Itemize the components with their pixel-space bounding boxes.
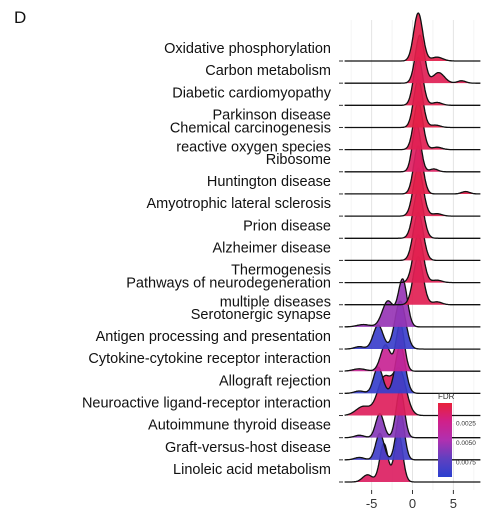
ridge-fill xyxy=(344,101,481,150)
panel-label: D xyxy=(14,8,27,27)
ridge-label: multiple diseases xyxy=(220,295,331,311)
ridge-fill xyxy=(344,145,481,194)
ridge-label: Amyotrophic lateral sclerosis xyxy=(146,196,331,212)
ridge-label: Serotonergic synapse xyxy=(191,307,331,323)
ridge-outline xyxy=(344,388,481,439)
ridge-outline xyxy=(344,12,481,62)
ridge-series xyxy=(344,56,481,106)
ridge-series xyxy=(344,344,481,395)
x-tick-label: 0 xyxy=(409,496,416,511)
ridge-series xyxy=(344,300,481,350)
ridge-label: Chemical carcinogenesis xyxy=(170,121,331,137)
ridge-label: Diabetic cardiomyopathy xyxy=(172,85,332,101)
ridge-outline xyxy=(344,56,481,106)
ridge-label: Oxidative phosphorylation xyxy=(164,41,331,57)
ridge-label: Carbon metabolism xyxy=(205,63,331,79)
ridge-series xyxy=(344,366,481,417)
ridge-label: Pathways of neurodegeneration xyxy=(126,276,331,292)
ridge-outline xyxy=(344,433,481,483)
ridge-outline xyxy=(344,300,481,350)
ridge-outline xyxy=(344,366,481,417)
ridge-series xyxy=(344,12,481,62)
ridge-label: Graft-versus-host disease xyxy=(165,440,331,456)
ridge-label: Cytokine-cytokine receptor interaction xyxy=(88,351,331,367)
ridge-label: Allograft rejection xyxy=(219,373,331,389)
ridge-outline xyxy=(344,34,481,84)
ridge-series xyxy=(344,411,481,461)
x-tick-label: 5 xyxy=(450,496,457,511)
ridge-fill xyxy=(344,389,481,438)
x-tick-label: -5 xyxy=(366,496,378,511)
legend-colorbar xyxy=(438,403,452,477)
ridge-fill xyxy=(344,35,481,84)
ridge-series xyxy=(344,145,481,195)
ridge-outline xyxy=(344,78,481,129)
ridge-outline xyxy=(344,411,481,461)
ridge-series xyxy=(344,278,481,328)
ridge-fill xyxy=(344,13,481,61)
ridge-fill xyxy=(344,301,481,350)
ridge-outline xyxy=(344,344,481,395)
ridge-series xyxy=(344,100,481,151)
ridge-fill xyxy=(344,367,481,416)
ridge-label: Thermogenesis xyxy=(231,263,331,279)
ridge-label: Huntington disease xyxy=(207,174,331,190)
ridge-outline xyxy=(344,322,481,372)
ridge-fill xyxy=(344,57,481,106)
legend-tick-label: 0.0075 xyxy=(456,459,476,466)
ridge-label: Neuroactive ligand-receptor interaction xyxy=(82,396,331,412)
ridge-fill xyxy=(344,411,481,460)
ridge-outline xyxy=(344,278,481,328)
ridge-fill xyxy=(344,345,481,394)
ridge-label: Alzheimer disease xyxy=(213,240,331,256)
ridge-outline xyxy=(344,145,481,195)
ridge-series xyxy=(344,34,481,84)
ridge-label: Autoimmune thyroid disease xyxy=(148,418,331,434)
ridge-label: reactive oxygen species xyxy=(176,140,331,156)
ridge-series xyxy=(344,78,481,129)
ridge-label: Antigen processing and presentation xyxy=(96,329,331,345)
ridge-label: Ribosome xyxy=(266,152,331,168)
ridge-fill xyxy=(344,79,481,128)
legend-title: FDR xyxy=(438,392,455,401)
ridge-outline xyxy=(344,100,481,151)
ridge-label: Parkinson disease xyxy=(213,107,332,123)
legend-tick-label: 0.0025 xyxy=(456,420,476,427)
legend-tick-label: 0.0050 xyxy=(456,440,476,447)
ridge-series xyxy=(344,433,481,483)
ridge-series xyxy=(344,322,481,372)
ridge-fill xyxy=(344,434,481,482)
ridge-label: Linoleic acid metabolism xyxy=(173,462,331,478)
ridge-series xyxy=(344,388,481,439)
ridge-label: Prion disease xyxy=(243,218,331,234)
